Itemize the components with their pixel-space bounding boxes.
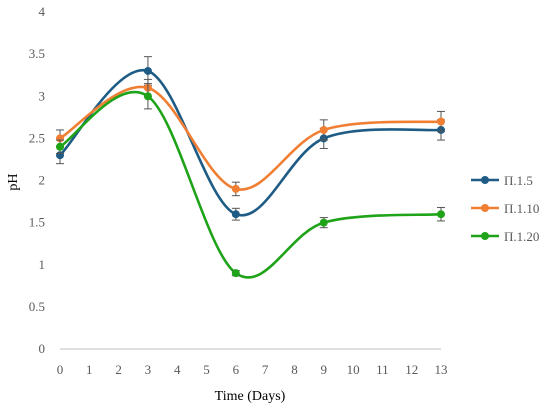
series-line xyxy=(59,90,442,279)
x-tick-label: 0 xyxy=(57,362,64,377)
legend-item: П.1.10 xyxy=(471,201,539,216)
y-tick-label: 1 xyxy=(39,257,46,272)
legend-item: П.1.5 xyxy=(471,173,533,188)
data-point xyxy=(56,142,64,151)
data-point xyxy=(319,125,328,134)
axes: 00.511.522.533.540 1 2 3 4 5 6 7 8 9 10 11 12 13 xyxy=(29,4,448,377)
y-tick-label: 3 xyxy=(39,88,46,103)
legend-label: П.1.20 xyxy=(504,229,539,244)
x-tick-label: 4 xyxy=(174,362,181,377)
legend-swatch-marker xyxy=(481,232,489,240)
data-point xyxy=(437,210,445,219)
x-tick-label: 13 xyxy=(435,362,448,377)
legend-label: П.1.10 xyxy=(504,201,539,216)
x-tick-label: 11 xyxy=(376,362,389,377)
series-line xyxy=(59,85,442,191)
x-tick-label: 1 xyxy=(86,362,93,377)
y-tick-label: 3.5 xyxy=(29,46,45,61)
series-layer xyxy=(56,56,445,279)
y-tick-label: 1.5 xyxy=(29,215,45,230)
x-tick-label: 10 xyxy=(347,362,360,377)
legend-swatch-marker xyxy=(481,204,489,212)
x-tick-label: 9 xyxy=(321,362,328,377)
y-tick-label: 2 xyxy=(39,173,46,188)
x-axis-label: Time (Days) xyxy=(215,389,286,404)
legend-swatch-marker xyxy=(481,176,489,184)
data-point xyxy=(437,117,445,126)
y-tick-label: 2.5 xyxy=(29,130,45,145)
legend-item: П.1.20 xyxy=(471,229,539,244)
data-point xyxy=(319,218,328,227)
legend: П.1.5 П.1.10 П.1.20 xyxy=(471,173,539,244)
x-tick-label: 5 xyxy=(203,362,210,377)
x-tick-label: 7 xyxy=(262,362,269,377)
data-point xyxy=(231,184,240,193)
y-tick-label: 4 xyxy=(39,4,46,19)
data-point xyxy=(143,92,152,101)
y-axis-label: pH xyxy=(6,173,21,190)
series-1 xyxy=(56,56,445,221)
y-tick-label: 0.5 xyxy=(29,299,45,314)
x-tick-label: 12 xyxy=(405,362,418,377)
y-tick-label: 0 xyxy=(39,341,46,356)
x-tick-label: 3 xyxy=(145,362,152,377)
data-point xyxy=(231,269,240,278)
data-point xyxy=(143,66,152,75)
x-tick-label: 6 xyxy=(233,362,240,377)
x-tick-label: 8 xyxy=(291,362,298,377)
legend-label: П.1.5 xyxy=(504,173,533,188)
series-line xyxy=(59,69,442,217)
series-2 xyxy=(56,78,445,197)
data-point xyxy=(231,210,240,219)
x-tick-label: 2 xyxy=(115,362,122,377)
series-3 xyxy=(56,83,445,279)
